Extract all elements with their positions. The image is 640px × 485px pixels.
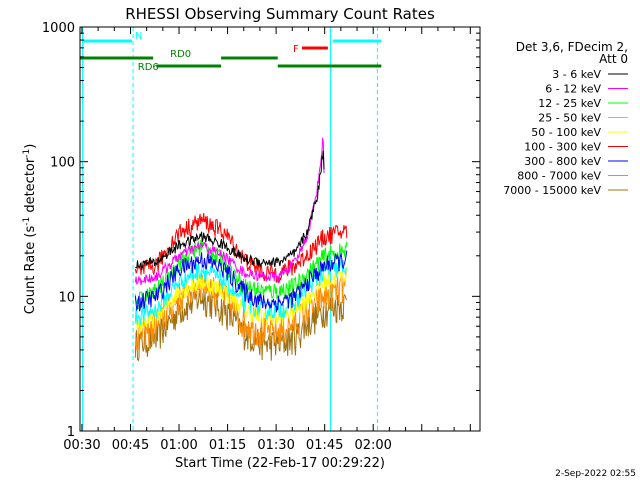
x-tick-label: 00:45 [112,438,149,453]
y-axis-label-end: ) [23,144,38,149]
x-tick-label: 01:30 [257,438,294,453]
y-tick-label: 10 [58,290,75,305]
x-tick-label: 02:00 [354,438,391,453]
series-line-4 [134,266,348,333]
y-axis: 1 10 100 1000 [42,21,480,440]
x-tick-label: 01:15 [209,438,246,453]
legend-label-5: 100 - 300 keV [524,141,601,154]
series-layer [134,137,348,362]
legend-label-8: 7000 - 15000 keV [503,184,601,197]
y-axis-label-main: Count Rate (s [23,226,38,315]
chart-title: RHESSI Observing Summary Count Rates [125,5,435,23]
x-axis-label: Start Time (22-Feb-17 00:29:22) [175,456,385,471]
legend-label-3: 25 - 50 keV [538,112,601,125]
flag-label-rd6: RD6 [138,62,159,73]
y-axis-label-sup1: -1 [22,217,32,226]
series-line-0 [135,150,325,270]
footer-timestamp: 2-Sep-2022 02:55 [555,469,636,479]
legend-label-0: 3 - 6 keV [552,68,601,81]
legend-label-2: 12 - 25 keV [538,97,601,110]
y-tick-label: 100 [50,156,75,171]
flag-bars: N F RD0 RD6 [80,31,382,73]
flag-label-f: F [293,44,299,55]
series-line-6 [134,250,348,313]
x-axis: 00:30 00:45 01:00 01:15 01:30 01:45 02:00 [63,27,471,453]
x-tick-label: 01:00 [160,438,197,453]
legend-label-4: 50 - 100 keV [531,126,601,139]
legend-label-1: 6 - 12 keV [545,83,601,96]
legend-header-line2: Att 0 [599,52,628,66]
y-tick-label: 1 [67,425,75,440]
y-axis-label-sup2: -1 [22,149,32,158]
x-tick-label: 01:45 [306,438,343,453]
legend-label-6: 300 - 800 keV [524,155,601,168]
legend-label-7: 800 - 7000 keV [517,170,601,183]
plot-frame [79,26,481,432]
flag-label-rd0: RD0 [170,49,191,60]
legend: Det 3,6, FDecim 2, Att 0 3 - 6 keV 6 - 12… [503,40,628,197]
y-tick-label: 1000 [42,21,75,36]
x-tick-label: 00:30 [63,438,100,453]
y-axis-label: Count Rate (s-1 detector-1) [22,144,38,315]
plot-area [82,27,378,431]
series-line-7 [134,270,348,353]
series-line-8 [134,286,348,362]
y-axis-label-mid: detector [23,157,38,217]
series-line-3 [134,259,348,326]
series-line-1 [134,137,325,286]
flag-label-n: N [135,31,142,42]
legend-header-line1: Det 3,6, FDecim 2, [516,40,628,54]
